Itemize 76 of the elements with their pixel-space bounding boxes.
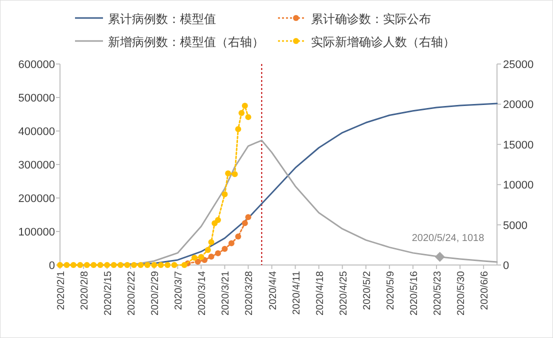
point — [208, 254, 214, 260]
x-tick-label: 2020/5/9 — [385, 270, 396, 310]
y-tick-label: 200000 — [18, 193, 55, 205]
y-tick-label: 500000 — [18, 92, 55, 104]
y2-tick-label: 0 — [503, 260, 510, 272]
point — [64, 262, 70, 268]
point — [84, 262, 90, 268]
legend-label: 实际新增确诊人数（右轴） — [311, 35, 455, 49]
x-tick-label: 2020/2/1 — [56, 270, 67, 310]
point — [171, 262, 178, 268]
x-tick-label: 2020/3/28 — [244, 270, 256, 316]
y-tick-label: 0 — [48, 260, 55, 272]
x-tick-label: 2020/4/25 — [338, 270, 350, 316]
point — [214, 250, 221, 256]
y2-tick-label: 25000 — [503, 59, 534, 71]
x-tick-label: 2020/3/21 — [220, 270, 232, 316]
x-tick-label: 2020/5/30 — [456, 270, 468, 316]
point — [70, 262, 76, 268]
point — [191, 254, 198, 261]
x-tick-label: 2020/4/18 — [314, 270, 326, 316]
point — [97, 262, 104, 268]
y-tick-label: 400000 — [18, 126, 55, 138]
point — [238, 110, 245, 116]
y2-tick-label: 20000 — [503, 99, 534, 112]
point — [151, 262, 158, 268]
y2-tick-label: 10000 — [503, 180, 534, 192]
point — [90, 262, 97, 268]
legend-label: 累计病例数：模型值 — [108, 12, 216, 26]
point — [235, 234, 242, 240]
point — [242, 102, 248, 109]
point — [130, 262, 137, 268]
x-tick-label: 2020/2/8 — [80, 270, 91, 310]
x-tick-label: 2020/3/14 — [197, 270, 208, 316]
point — [245, 114, 252, 120]
annotation: 2020/5/24, 1018 — [412, 232, 485, 244]
point — [138, 262, 144, 268]
point — [228, 240, 234, 246]
point — [118, 262, 124, 268]
point — [144, 262, 150, 268]
point — [158, 262, 164, 268]
point — [222, 191, 228, 198]
point — [242, 220, 248, 226]
point — [214, 216, 221, 223]
x-tick-label: 2020/4/4 — [268, 270, 279, 310]
point — [77, 262, 84, 268]
point — [225, 170, 232, 176]
y-tick-label: 100000 — [18, 226, 55, 238]
point — [198, 254, 204, 260]
x-tick-label: 2020/5/23 — [432, 270, 444, 316]
point — [235, 126, 242, 132]
point — [110, 262, 117, 268]
legend-label: 累计确诊数：实际公布 — [311, 12, 431, 26]
x-tick-label: 2020/2/15 — [103, 270, 114, 316]
point — [245, 214, 252, 220]
point — [434, 252, 445, 262]
point — [232, 171, 238, 178]
y2-tick-label: 15000 — [503, 139, 534, 152]
point — [124, 262, 130, 268]
x-tick-label: 2020/2/22 — [126, 270, 138, 316]
x-tick-label: 2020/4/11 — [291, 270, 302, 315]
point — [181, 262, 188, 268]
x-tick-label: 2020/3/7 — [174, 270, 185, 310]
point — [194, 258, 201, 265]
point — [104, 262, 110, 268]
y2-tick-label: 5000 — [503, 220, 528, 232]
x-tick-label: 2020/5/16 — [408, 270, 420, 316]
x-tick-label: 2020/5/2 — [362, 270, 373, 310]
legend-label: 新增病例数：模型值（右轴） — [108, 35, 264, 49]
x-tick-label: 2020/2/29 — [150, 270, 162, 316]
y-tick-label: 300000 — [18, 160, 55, 172]
point — [222, 246, 228, 252]
y-tick-label: 600000 — [18, 59, 55, 71]
point — [164, 262, 171, 268]
point — [204, 246, 211, 253]
x-tick-label: 2020/6/6 — [480, 270, 491, 310]
point — [208, 239, 214, 246]
